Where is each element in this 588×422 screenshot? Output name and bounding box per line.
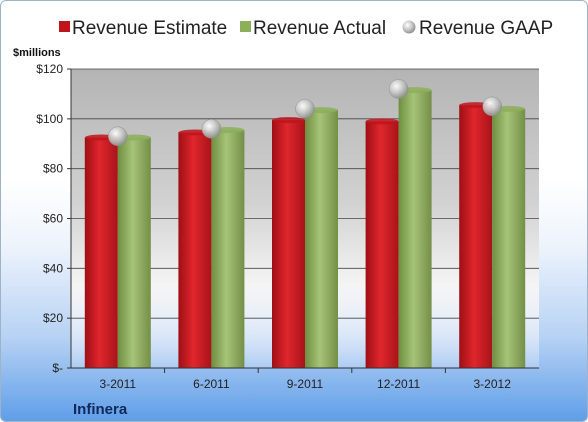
gaap-marker <box>201 119 222 139</box>
y-tick-label: $120 <box>36 62 63 76</box>
y-tick-label: $60 <box>43 212 63 226</box>
x-tick-label: 6-2011 <box>193 377 230 391</box>
x-tick-label: 3-2012 <box>474 377 512 391</box>
legend-label-estimate: Revenue Estimate <box>72 18 227 39</box>
gaap-markers <box>108 79 502 147</box>
x-tick-label: 9-2011 <box>287 377 324 391</box>
y-tick-label: $20 <box>43 311 63 325</box>
legend-swatch-actual <box>240 21 251 32</box>
legend-label-gaap: Revenue GAAP <box>419 18 553 39</box>
gaap-marker <box>295 99 315 119</box>
x-tick-label: 12-2011 <box>377 377 420 391</box>
estimate-bar <box>365 121 399 368</box>
actual-bar <box>492 108 526 368</box>
estimate-bar <box>178 132 212 368</box>
estimate-bar <box>272 120 305 369</box>
y-tick-label: $40 <box>43 261 63 275</box>
legend-swatch-estimate <box>59 21 70 32</box>
legend-label-actual: Revenue Actual <box>253 18 386 39</box>
y-tick-label: $100 <box>36 112 63 126</box>
x-tick-label: 3-2011 <box>100 377 137 391</box>
y-tick-label: $80 <box>43 162 63 176</box>
estimate-bar-top <box>272 117 305 124</box>
legend: Revenue Estimate Revenue Actual Revenue … <box>59 18 553 39</box>
y-axis-unit-label: $millions <box>13 47 61 59</box>
x-axis-ticks: 3-2011 6-2011 9-2011 12-2011 3-2012 <box>100 368 512 391</box>
legend-marker-gaap <box>402 20 416 34</box>
company-name: Infinera <box>73 401 128 418</box>
y-tick-label: $- <box>52 361 63 375</box>
estimate-bar <box>84 137 118 368</box>
actual-bar <box>305 110 338 369</box>
actual-bar <box>211 130 245 368</box>
gaap-marker <box>108 126 128 147</box>
bars <box>84 87 526 369</box>
actual-bar <box>117 137 151 368</box>
estimate-bar-top <box>365 118 399 125</box>
y-axis-ticks: $- $20 $40 $60 $80 $100 $120 <box>36 62 71 375</box>
gaap-marker <box>482 96 502 117</box>
gaap-marker <box>388 79 409 99</box>
estimate-bar <box>459 105 493 369</box>
actual-bar <box>398 90 432 368</box>
